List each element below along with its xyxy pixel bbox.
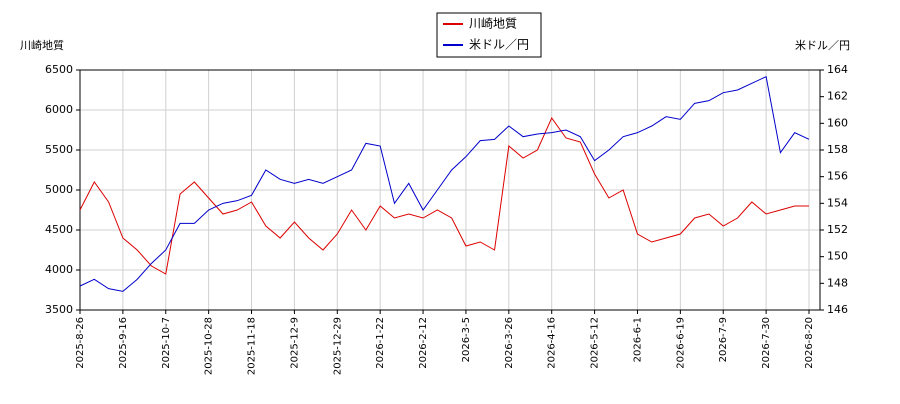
x-tick-label: 2025-12-29 xyxy=(332,317,343,375)
x-tick-label: 2026-3-5 xyxy=(461,317,472,362)
x-tick-label: 2025-12-9 xyxy=(289,317,300,369)
y2-tick-label: 152 xyxy=(827,223,848,236)
x-tick-label: 2025-10-28 xyxy=(204,317,215,375)
y2-tick-label: 148 xyxy=(827,276,848,289)
y-tick-label: 4500 xyxy=(45,223,73,236)
x-tick-label: 2026-6-19 xyxy=(675,317,686,369)
y-tick-label: 4000 xyxy=(45,263,73,276)
legend-box xyxy=(436,12,542,58)
x-tick-label: 2026-7-9 xyxy=(718,317,729,362)
series-line xyxy=(79,75,810,292)
x-tick-label: 2025-8-26 xyxy=(75,317,86,369)
x-tick-label: 2026-3-26 xyxy=(504,317,515,369)
y-tick-label: 5000 xyxy=(45,183,73,196)
x-tick-label: 2025-9-16 xyxy=(118,317,129,369)
x-tick-label: 2025-10-7 xyxy=(161,317,172,369)
x-tick-label: 2026-8-20 xyxy=(804,317,815,369)
series-line xyxy=(79,116,809,275)
y-axis-title: 川崎地質 xyxy=(20,38,64,52)
y2-tick-label: 164 xyxy=(827,63,848,76)
legend-label: 川崎地質 xyxy=(469,16,517,31)
y2-tick-label: 146 xyxy=(827,303,848,316)
y-tick-label: 3500 xyxy=(45,303,73,316)
y2-tick-label: 156 xyxy=(827,170,848,183)
y2-tick-label: 154 xyxy=(827,196,848,209)
y-tick-label: 6500 xyxy=(45,63,73,76)
x-tick-label: 2026-2-12 xyxy=(418,317,429,369)
x-tick-label: 2025-11-18 xyxy=(247,317,258,375)
y2-tick-label: 160 xyxy=(827,116,848,129)
y-tick-label: 6000 xyxy=(45,103,73,116)
y2-axis-title: 米ドル／円 xyxy=(795,39,850,52)
plot-frame xyxy=(79,69,821,311)
x-tick-label: 2026-4-16 xyxy=(547,317,558,369)
y2-tick-label: 150 xyxy=(827,250,848,263)
x-tick-label: 2026-6-1 xyxy=(632,317,643,362)
legend-label: 米ドル／円 xyxy=(469,38,529,52)
y-tick-label: 5500 xyxy=(45,143,73,156)
x-tick-label: 2026-5-12 xyxy=(590,317,601,369)
y2-tick-label: 158 xyxy=(827,143,848,156)
x-tick-label: 2026-1-22 xyxy=(375,317,386,369)
y2-tick-label: 162 xyxy=(827,90,848,103)
x-tick-label: 2026-7-30 xyxy=(761,317,772,369)
